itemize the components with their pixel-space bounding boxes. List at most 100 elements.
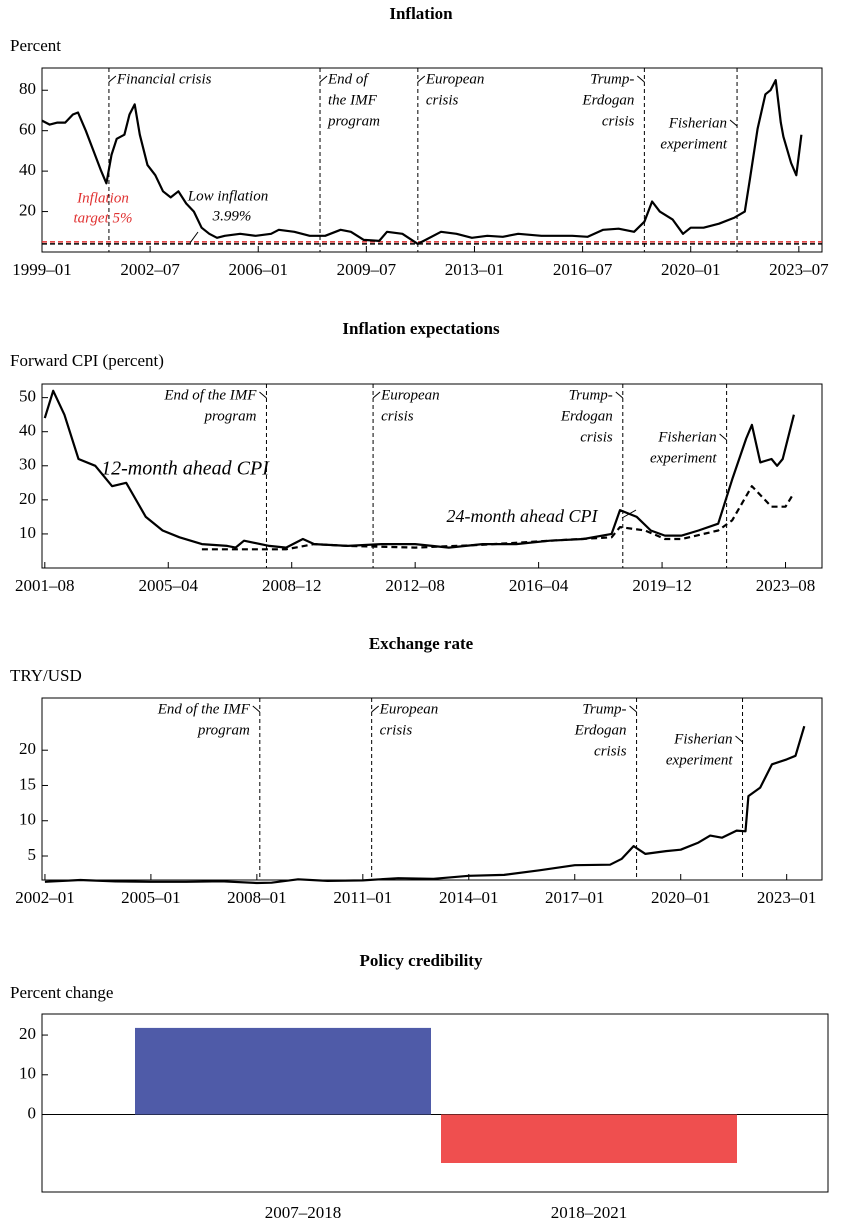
- x-tick-label: 2008–01: [227, 888, 287, 907]
- x-tick-label: 2002–07: [120, 260, 180, 279]
- event-label: crisis: [580, 429, 613, 445]
- event-label: experiment: [666, 752, 733, 768]
- leader: [621, 509, 637, 519]
- leader: [259, 391, 267, 399]
- x-tick-label: 2023–08: [756, 576, 816, 595]
- event-label: Erdogan: [560, 408, 613, 424]
- event-label: the IMF: [328, 92, 378, 108]
- event-label: End of: [327, 71, 369, 87]
- x-tick-label: 2014–01: [439, 888, 499, 907]
- x-tick-label: 2016–07: [553, 260, 613, 279]
- plot-frame: [41, 67, 823, 253]
- leader: [615, 391, 624, 399]
- y-tick-label: 20: [19, 200, 36, 219]
- plot-frame: [41, 1013, 829, 1193]
- bar: [135, 1027, 431, 1115]
- event-label: experiment: [660, 136, 727, 152]
- event-label: Fisherian: [657, 429, 716, 445]
- y-tick-label: 0: [28, 1103, 37, 1122]
- y-axis-label: TRY/USD: [10, 666, 82, 685]
- event-label: European: [425, 71, 485, 87]
- y-tick-label: 40: [19, 421, 36, 440]
- y-axis-label: Percent: [10, 36, 61, 55]
- series-line: [44, 725, 806, 885]
- event-label: experiment: [650, 450, 717, 466]
- y-tick-label: 10: [19, 810, 36, 829]
- y-tick-label: 5: [28, 845, 37, 864]
- event-label: Fisherian: [668, 115, 727, 131]
- x-tick-label: 2001–08: [15, 576, 75, 595]
- event-label: crisis: [594, 743, 627, 759]
- event-label: program: [204, 408, 257, 424]
- x-tick-label: 2013–01: [445, 260, 505, 279]
- leader: [252, 705, 261, 713]
- x-tick-label: 2016–04: [509, 576, 569, 595]
- chart-title: Policy credibility: [360, 951, 483, 970]
- event-label: End of the IMF: [163, 387, 257, 403]
- x-tick-label: 2011–01: [333, 888, 392, 907]
- x-tick-label: 2020–01: [651, 888, 711, 907]
- bar: [441, 1114, 737, 1163]
- event-label: program: [327, 113, 380, 129]
- x-tick-label: 2006–01: [228, 260, 288, 279]
- x-tick-label: 2018–2021: [551, 1203, 628, 1222]
- y-tick-label: 20: [19, 489, 36, 508]
- series-line: [41, 79, 803, 245]
- leader: [108, 75, 117, 83]
- event-label: Erdogan: [581, 92, 634, 108]
- x-tick-label: 2019–12: [632, 576, 692, 595]
- chart-title: Inflation expectations: [342, 319, 500, 338]
- x-tick-label: 2005–04: [139, 576, 199, 595]
- event-label: crisis: [602, 113, 635, 129]
- leader: [629, 705, 637, 713]
- y-tick-label: 60: [19, 120, 36, 139]
- reference-label: 3.99%: [212, 208, 252, 224]
- chart-title: Exchange rate: [369, 634, 474, 653]
- x-tick-label: 2002–01: [15, 888, 75, 907]
- y-tick-label: 15: [19, 774, 36, 793]
- reference-label: Inflation: [76, 190, 129, 206]
- plot-frame: [41, 383, 823, 569]
- x-tick-label: 2012–08: [385, 576, 445, 595]
- y-axis-label: Percent change: [10, 983, 113, 1002]
- event-label: Financial crisis: [116, 71, 212, 87]
- event-label: Fisherian: [673, 731, 732, 747]
- leader: [371, 705, 379, 713]
- plot-frame: [41, 697, 823, 881]
- event-label: End of the IMF: [157, 701, 251, 717]
- event-label: European: [380, 387, 440, 403]
- event-label: program: [197, 722, 250, 738]
- series-label: 12-month ahead CPI: [101, 458, 270, 480]
- y-tick-label: 20: [19, 739, 36, 758]
- y-tick-label: 20: [19, 1024, 36, 1043]
- chart-title: Inflation: [389, 4, 453, 23]
- leader: [189, 231, 199, 244]
- leader: [319, 75, 328, 83]
- y-tick-label: 50: [19, 387, 36, 406]
- y-tick-label: 10: [19, 1064, 36, 1083]
- series-label: 24-month ahead CPI: [447, 506, 599, 526]
- x-tick-label: 2020–01: [661, 260, 721, 279]
- leader: [735, 735, 743, 743]
- event-label: crisis: [380, 722, 413, 738]
- reference-label: Low inflation: [187, 188, 268, 204]
- leader: [719, 433, 727, 441]
- y-tick-label: 10: [19, 523, 36, 542]
- leader: [417, 75, 426, 83]
- y-tick-label: 80: [19, 79, 36, 98]
- x-tick-label: 2023–07: [769, 260, 829, 279]
- event-label: Trump-: [569, 387, 613, 403]
- leader: [729, 119, 738, 127]
- leader: [637, 75, 645, 83]
- event-label: Trump-: [582, 701, 626, 717]
- event-label: Trump-: [590, 71, 634, 87]
- leader: [372, 391, 381, 399]
- series-line: [201, 485, 795, 551]
- event-label: Erdogan: [574, 722, 627, 738]
- x-tick-label: 2007–2018: [265, 1203, 342, 1222]
- y-axis-label: Forward CPI (percent): [10, 351, 164, 370]
- event-label: crisis: [426, 92, 459, 108]
- x-tick-label: 2023–01: [757, 888, 817, 907]
- x-tick-label: 2009–07: [337, 260, 397, 279]
- y-tick-label: 30: [19, 455, 36, 474]
